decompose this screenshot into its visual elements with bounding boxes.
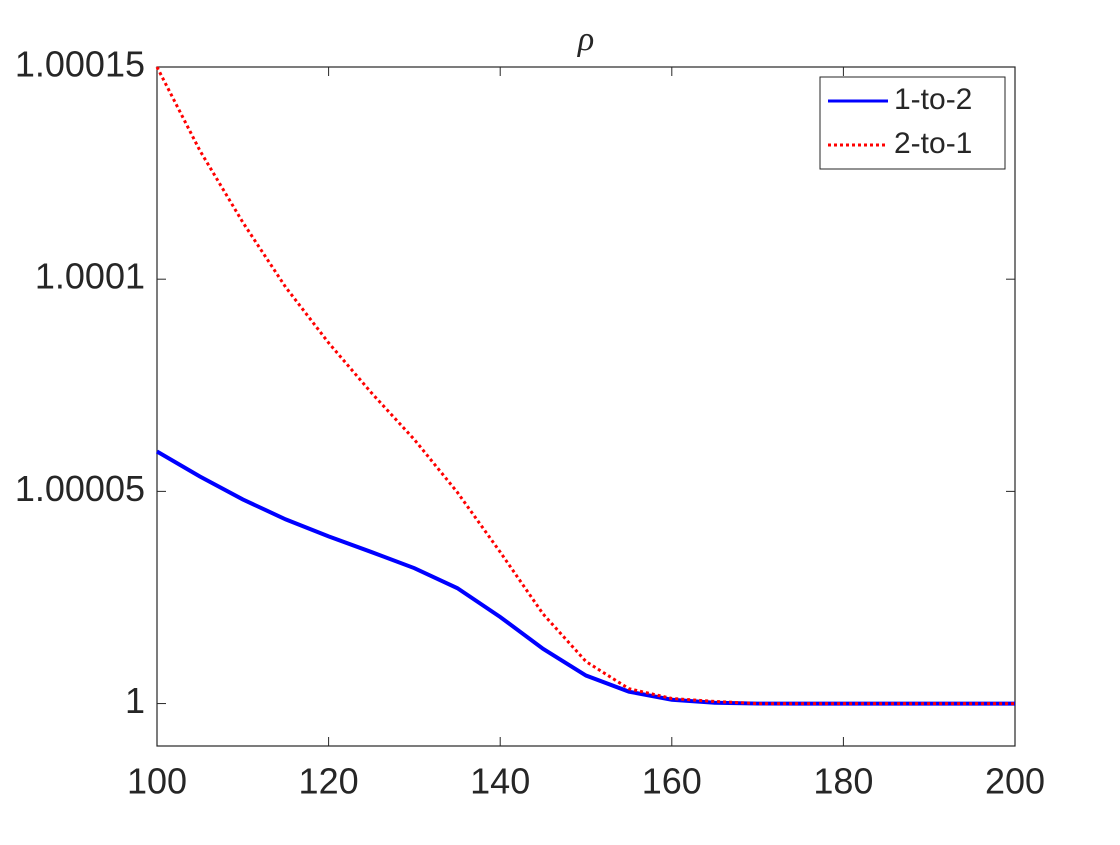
legend-label: 1-to-2 — [894, 83, 972, 116]
x-tick-label: 200 — [985, 761, 1045, 802]
x-tick-label: 160 — [642, 761, 702, 802]
line-series — [155, 66, 1015, 706]
legend-label: 2-to-1 — [894, 127, 972, 160]
line-series — [155, 449, 1015, 706]
x-tick-label: 100 — [127, 761, 187, 802]
plot-area — [156, 66, 1016, 747]
x-tick-label: 120 — [299, 761, 359, 802]
y-tick-label: 1 — [125, 680, 145, 721]
x-tick-label: 180 — [813, 761, 873, 802]
y-tick-label: 1.00015 — [15, 44, 145, 85]
y-tick-label: 1.00005 — [15, 468, 145, 509]
x-tick-label: 140 — [470, 761, 530, 802]
legend-box — [819, 76, 1006, 170]
y-tick-label: 1.0001 — [35, 256, 145, 297]
chart-title: ρ — [577, 21, 594, 58]
